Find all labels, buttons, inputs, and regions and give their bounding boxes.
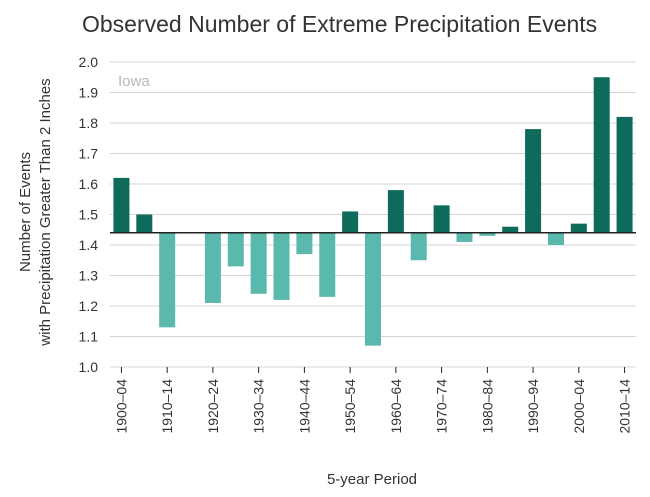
x-tick-label: 1940–44 [296,379,312,434]
bar-1980–84 [479,232,496,236]
y-tick-label: 1.6 [79,176,99,192]
bar-1940–44 [296,232,313,255]
bars [113,77,633,346]
bar-1955–59 [364,232,382,346]
x-axis-label: 5-year Period [327,471,417,488]
y-tick-label: 1.2 [79,298,99,314]
y-tick-label: 2.0 [79,54,99,70]
bar-1900–04 [113,177,130,233]
y-tick-labels: 1.0 1.1 1.2 1.3 1.4 1.5 1.6 1.7 1.8 1.9 2.0 [79,54,99,375]
bar-1920–24 [204,232,221,303]
bar-1990–94 [525,129,542,233]
x-tick-label: 1910–14 [159,379,175,434]
y-tick-label: 1.0 [79,359,99,375]
bar-1905–09 [136,214,153,233]
x-tick-label: 1980–84 [479,379,495,434]
chart-title: Observed Number of Extreme Precipitation… [82,11,597,37]
bar-2010–14 [616,116,633,233]
x-tick-label: 2000–04 [571,379,587,434]
bar-1970–74 [433,205,450,233]
bar-1995–99 [547,232,564,245]
x-tick-label: 1970–74 [434,379,450,434]
y-tick-label: 1.5 [79,207,99,223]
x-tick-label: 2010–14 [617,379,633,434]
bar-1960–64 [387,190,404,233]
y-tick-label: 1.7 [79,146,99,162]
bar-1935–39 [273,232,290,300]
bar-1975–79 [456,232,473,242]
bar-1985–89 [502,226,519,233]
x-tick-label: 1990–94 [525,379,541,434]
x-tick-label: 1930–34 [251,379,267,434]
x-tick-label: 1960–64 [388,379,404,434]
x-tick-label: 1920–24 [205,379,221,434]
bar-1945–49 [319,232,336,297]
bar-1950–54 [342,211,359,233]
bar-1965–69 [410,232,427,261]
y-axis-label-line2: with Precipitation Greater Than 2 Inches [37,78,54,346]
x-tick-label: 1950–54 [342,379,358,434]
bar-2005–09 [593,77,610,233]
region-label: Iowa [118,73,150,90]
x-tick-labels: 1900–04 1910–14 1920–24 1930–34 1940–44 1950–… [113,367,633,434]
bar-2000–04 [570,223,587,233]
y-tick-label: 1.8 [79,115,99,131]
y-axis-label-line1: Number of Events [17,152,34,272]
y-tick-label: 1.9 [79,85,99,101]
y-tick-label: 1.4 [79,237,99,253]
bar-1930–34 [250,232,267,294]
y-tick-label: 1.3 [79,268,99,284]
y-tick-label: 1.1 [79,329,99,345]
bar-1925–29 [227,232,244,267]
x-tick-label: 1900–04 [113,379,129,434]
bar-1910–14 [159,232,176,328]
